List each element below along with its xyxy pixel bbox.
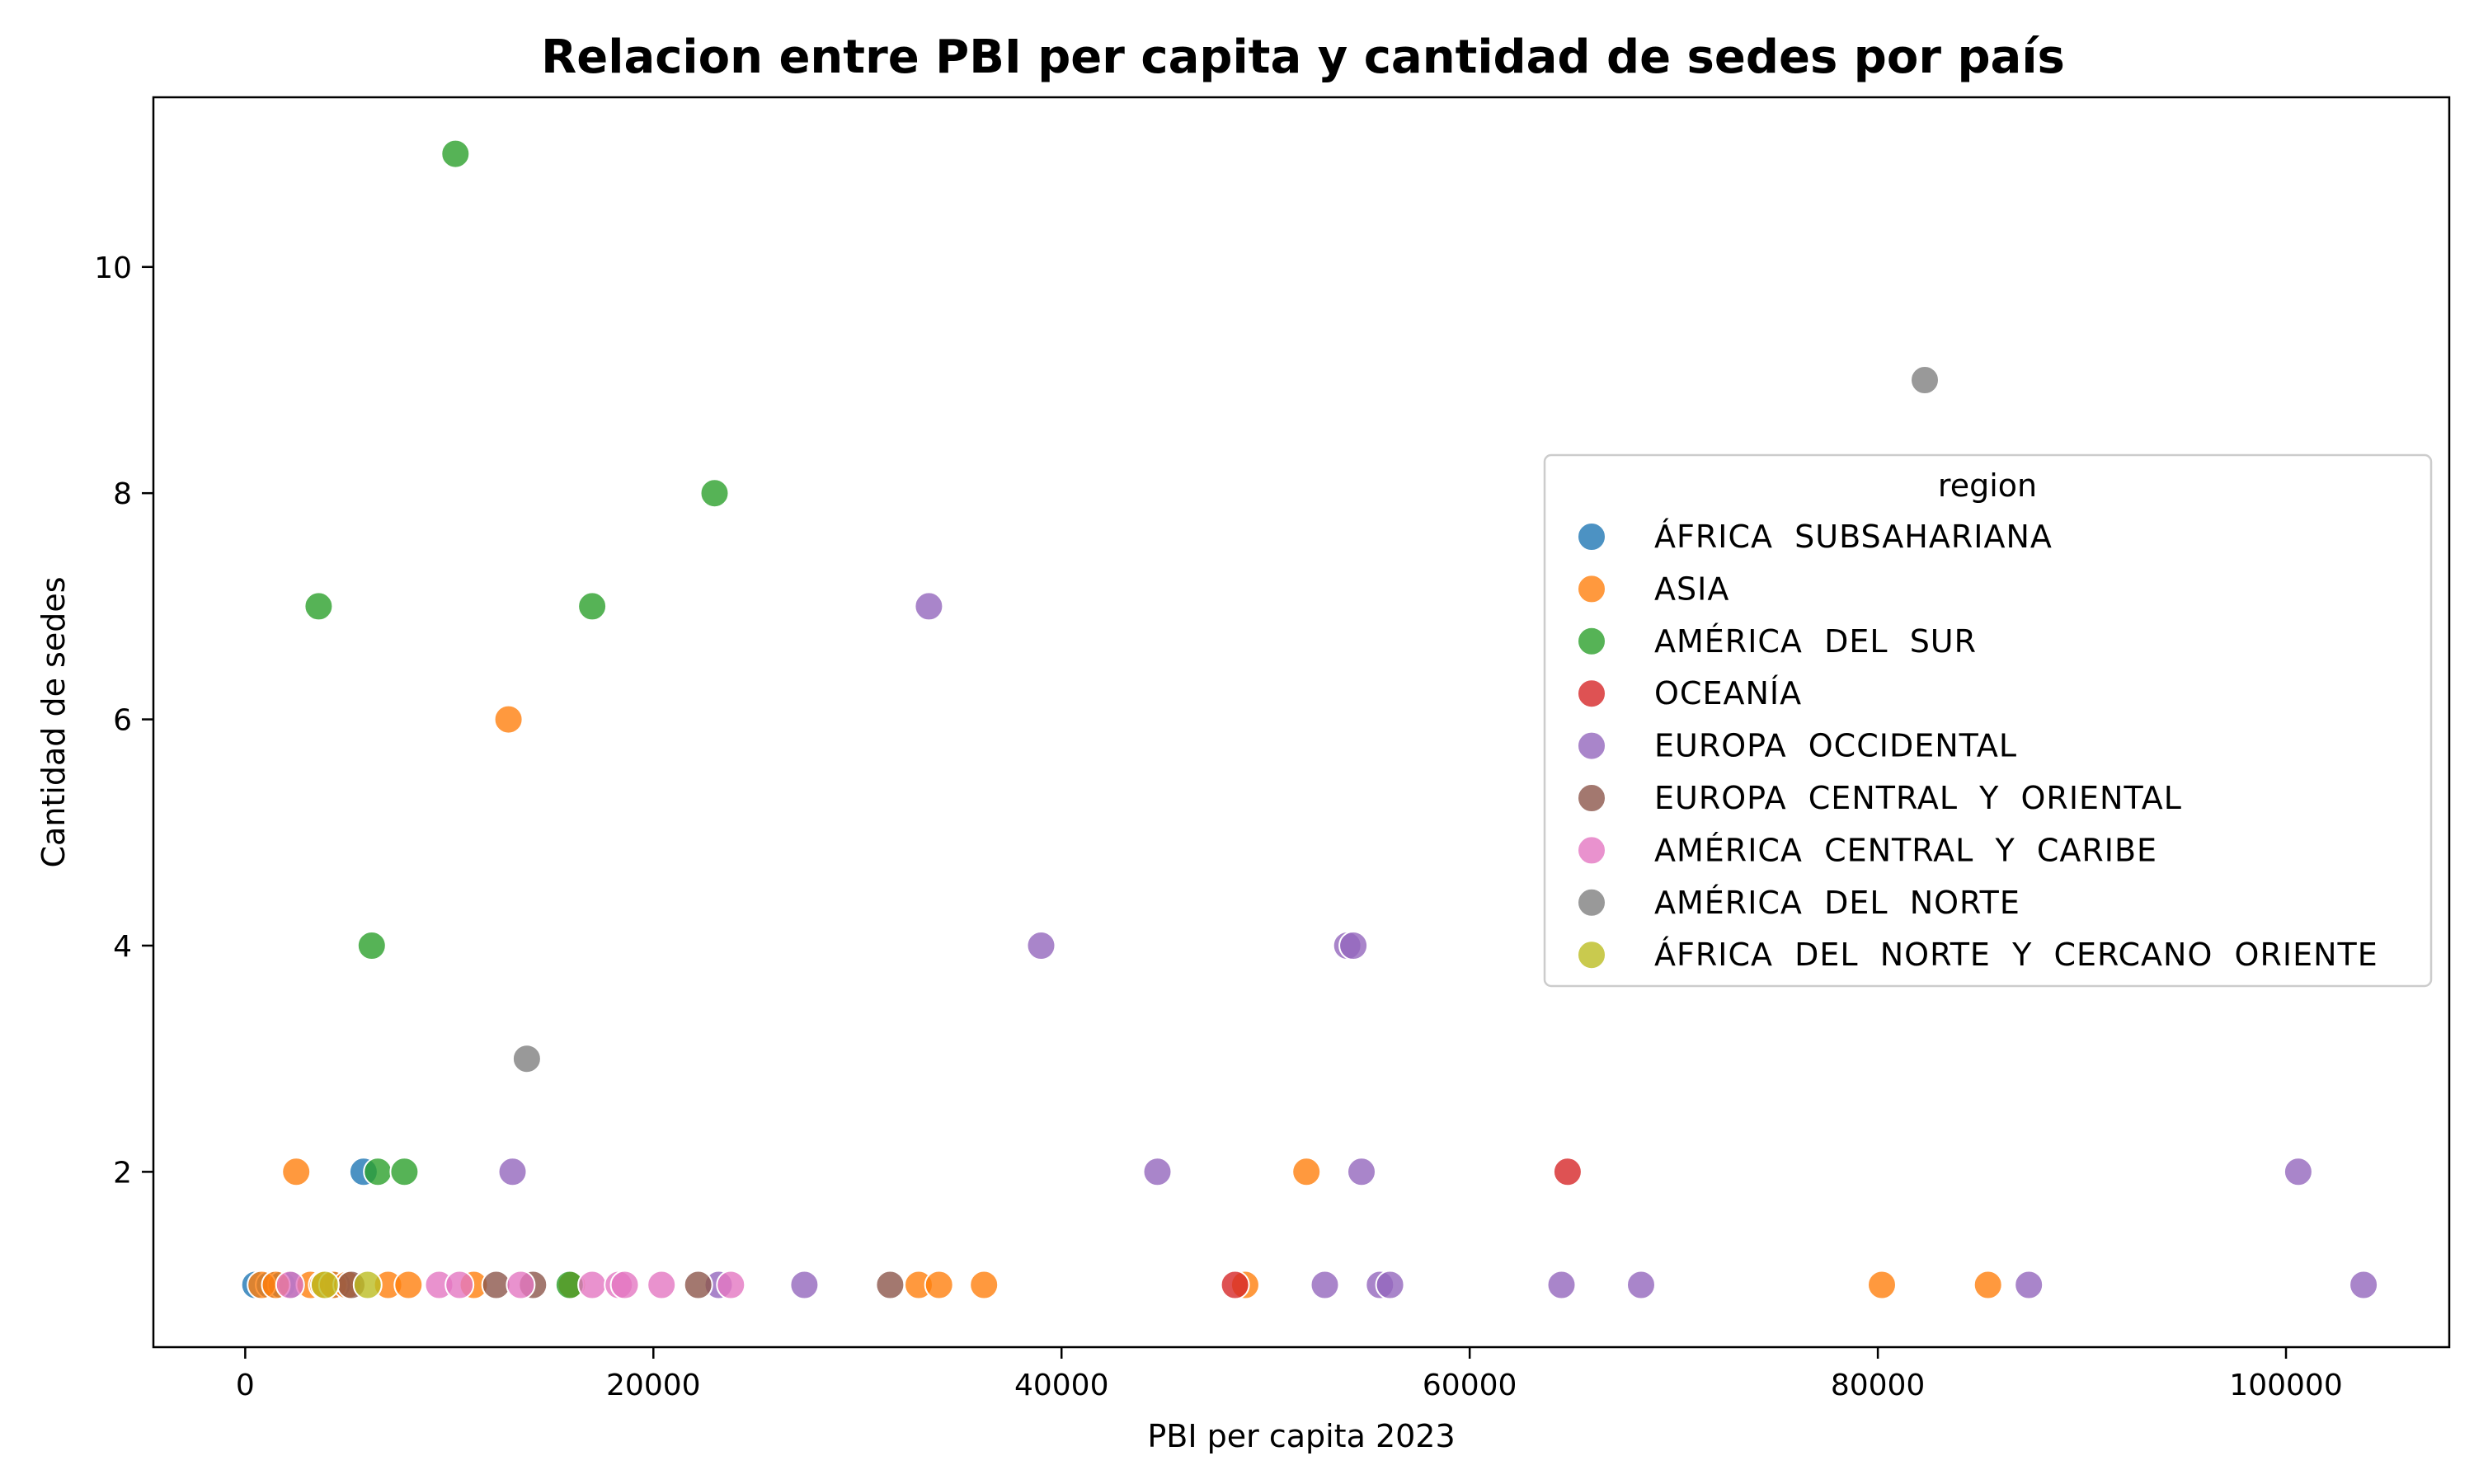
data-point	[914, 591, 944, 622]
legend-marker	[1577, 730, 1606, 761]
data-point	[363, 1157, 393, 1187]
chart-title: Relacion entre PBI per capita y cantidad…	[541, 31, 2065, 84]
data-point	[1546, 1270, 1577, 1300]
data-point	[969, 1270, 999, 1300]
data-point	[1220, 1270, 1250, 1300]
plot-frame	[152, 96, 2451, 1349]
legend-label: OCEANÍA	[1654, 675, 1802, 711]
data-point	[609, 1270, 640, 1300]
data-point	[2014, 1270, 2044, 1300]
legend-label: ÁFRICA DEL NORTE Y CERCANO ORIENTE	[1654, 937, 2378, 973]
y-tick-label: 6	[113, 704, 132, 738]
data-point	[875, 1270, 905, 1300]
legend-box	[1543, 453, 2433, 988]
legend-marker	[1577, 940, 1606, 970]
data-point	[393, 1270, 424, 1300]
legend-items: ÁFRICA SUBSAHARIANA ASIA AMÉRICA DEL SUR OC…	[1577, 519, 2378, 973]
legend-marker	[1577, 887, 1606, 918]
legend-marker	[1577, 626, 1606, 656]
legend-label: AMÉRICA DEL NORTE	[1654, 885, 2020, 921]
data-point	[281, 1157, 312, 1187]
data-point	[2349, 1270, 2379, 1300]
x-axis-ticks: 0 20000 40000 60000 80000 100000	[236, 1347, 2343, 1402]
data-point	[716, 1270, 746, 1300]
data-point	[699, 478, 730, 509]
x-tick-label: 40000	[1014, 1369, 1109, 1402]
data-points	[240, 139, 2379, 1300]
data-point	[789, 1270, 820, 1300]
data-point	[389, 1157, 420, 1187]
legend-label: EUROPA OCCIDENTAL	[1654, 728, 2017, 764]
legend-label: EUROPA CENTRAL Y ORIENTAL	[1654, 780, 2182, 816]
data-point	[577, 591, 608, 622]
data-point	[577, 1270, 608, 1300]
legend-marker	[1577, 522, 1606, 552]
data-point	[506, 1270, 536, 1300]
data-point	[1552, 1157, 1583, 1187]
x-tick-label: 80000	[1831, 1369, 1926, 1402]
data-point	[2283, 1157, 2313, 1187]
y-axis-label: Cantidad de sedes	[35, 576, 72, 867]
data-point	[511, 1044, 542, 1074]
data-point	[1142, 1157, 1173, 1187]
y-tick-label: 4	[113, 930, 132, 964]
data-point	[352, 1270, 383, 1300]
data-point	[924, 1270, 954, 1300]
data-point	[647, 1270, 677, 1300]
data-point	[493, 704, 524, 735]
data-point	[1626, 1270, 1656, 1300]
data-point	[440, 139, 471, 169]
data-point	[444, 1270, 475, 1300]
data-point	[1347, 1157, 1376, 1187]
y-tick-label: 8	[113, 477, 132, 511]
data-point	[1338, 931, 1369, 960]
legend: region ÁFRICA SUBSAHARIANA ASIA AMÉRICA DE…	[1543, 453, 2433, 988]
data-point	[683, 1270, 713, 1300]
data-point	[1973, 1270, 2003, 1300]
x-tick-label: 100000	[2229, 1369, 2342, 1402]
data-point	[1291, 1157, 1322, 1187]
x-tick-label: 60000	[1423, 1369, 1517, 1402]
legend-marker	[1577, 783, 1606, 813]
y-axis-ticks: 2 4 6 8 10	[94, 251, 153, 1190]
data-point	[1867, 1270, 1897, 1300]
data-point	[275, 1270, 305, 1300]
data-point	[1310, 1270, 1340, 1300]
data-point	[497, 1157, 528, 1187]
data-point	[356, 931, 387, 960]
legend-label: ASIA	[1654, 571, 1729, 607]
x-axis-label: PBI per capita 2023	[1147, 1418, 1455, 1454]
legend-marker	[1577, 574, 1606, 604]
legend-marker	[1577, 679, 1606, 709]
data-point	[1026, 931, 1056, 960]
data-point	[303, 591, 334, 622]
x-tick-label: 20000	[606, 1369, 701, 1402]
legend-title: region	[1938, 467, 2037, 504]
y-tick-label: 2	[113, 1156, 132, 1190]
x-tick-label: 0	[236, 1369, 255, 1402]
data-point	[1910, 365, 1940, 395]
legend-label: AMÉRICA CENTRAL Y CARIBE	[1654, 832, 2157, 868]
legend-marker	[1577, 835, 1606, 866]
data-point	[1375, 1270, 1405, 1300]
y-tick-label: 10	[94, 251, 132, 285]
data-point	[309, 1270, 340, 1300]
legend-label: ÁFRICA SUBSAHARIANA	[1654, 519, 2053, 555]
legend-label: AMÉRICA DEL SUR	[1654, 623, 1977, 660]
